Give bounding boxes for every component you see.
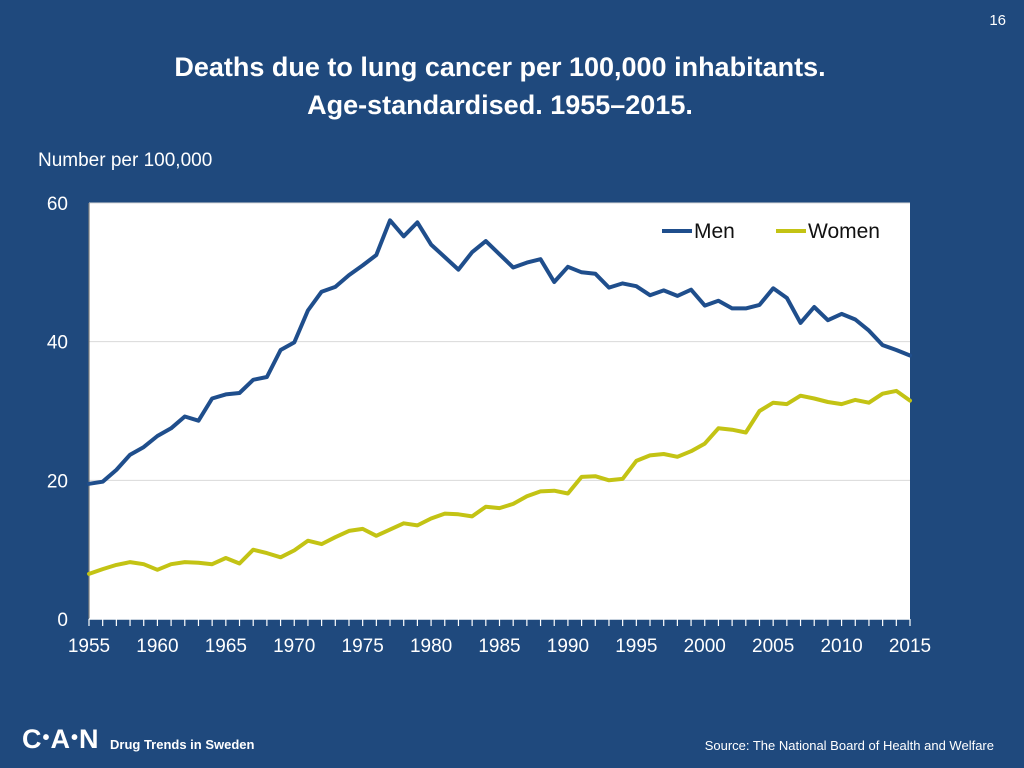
x-tick-label: 1960 xyxy=(136,636,178,657)
x-tick-label: 1955 xyxy=(68,636,110,657)
y-tick-label: 60 xyxy=(47,194,68,215)
x-tick-label: 2000 xyxy=(684,636,726,657)
y-axis-label: Number per 100,000 xyxy=(38,150,213,171)
y-tick-label: 40 xyxy=(47,333,68,354)
x-tick-label: 1995 xyxy=(615,636,657,657)
series-line-women xyxy=(87,388,912,576)
y-tick-label: 20 xyxy=(47,471,68,492)
can-logo: C•A•N xyxy=(22,724,100,754)
gridlines xyxy=(89,202,910,481)
legend-label-women: Women xyxy=(808,220,880,243)
source-note: Source: The National Board of Health and… xyxy=(704,738,994,753)
y-tick-label: 0 xyxy=(57,610,68,631)
x-tick-label: 1980 xyxy=(410,636,452,657)
chart-title: Deaths due to lung cancer per 100,000 in… xyxy=(0,48,1000,124)
x-tick-label: 1985 xyxy=(478,636,520,657)
series-line-men xyxy=(87,218,912,486)
chart-title-line-1: Deaths due to lung cancer per 100,000 in… xyxy=(174,52,826,82)
legend: Men Women xyxy=(662,220,880,243)
x-tick-label: 2015 xyxy=(889,636,931,657)
x-tick-label: 1990 xyxy=(547,636,589,657)
footer-tagline: Drug Trends in Sweden xyxy=(110,737,255,752)
page-number: 16 xyxy=(989,12,1006,29)
x-tick-label: 1965 xyxy=(205,636,247,657)
x-tick-label: 1975 xyxy=(342,636,384,657)
series-lines xyxy=(87,218,912,576)
chart-title-line-2: Age-standardised. 1955–2015. xyxy=(307,90,693,120)
x-tick-label: 2005 xyxy=(752,636,794,657)
axes: 0 20 40 60 1955 1960 1965 1970 1975 1980 1985 1990 1… xyxy=(47,194,931,657)
plot-area xyxy=(89,203,910,619)
x-tick-label: 2010 xyxy=(820,636,862,657)
x-tick-label: 1970 xyxy=(273,636,315,657)
legend-label-men: Men xyxy=(694,220,735,243)
